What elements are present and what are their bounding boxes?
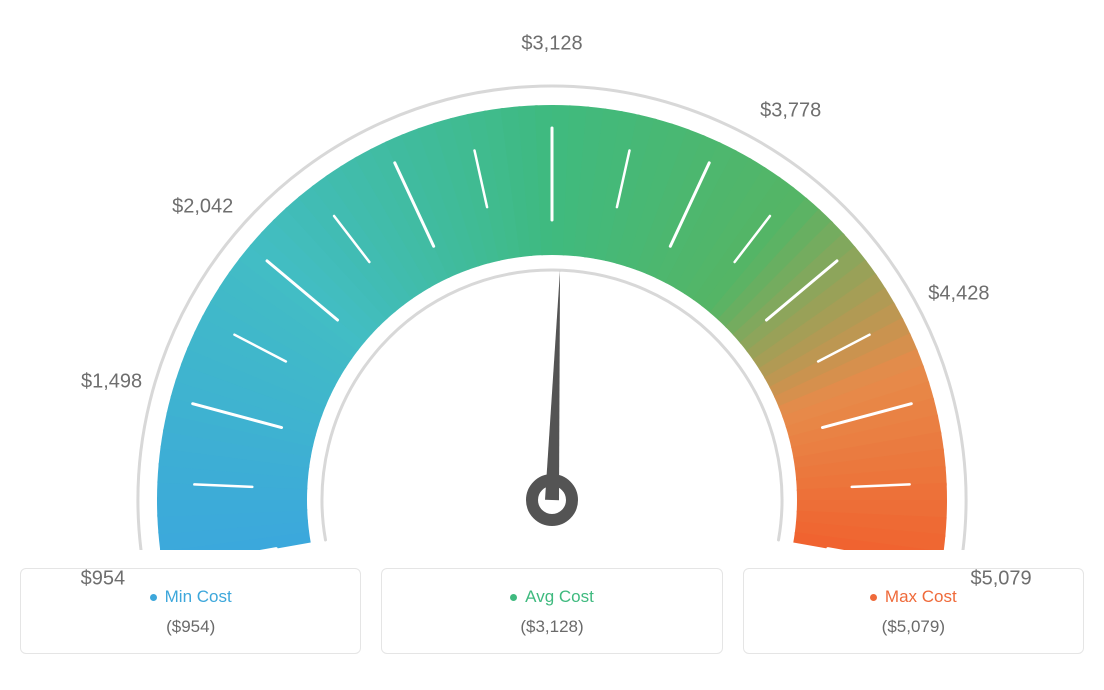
legend-max-label: Max Cost: [885, 587, 957, 607]
legend-avg-label: Avg Cost: [525, 587, 594, 607]
legend-min-label: Min Cost: [165, 587, 232, 607]
legend-avg-value: ($3,128): [392, 617, 711, 637]
legend-row: Min Cost ($954) Avg Cost ($3,128) Max Co…: [20, 568, 1084, 654]
gauge-tick-label: $3,128: [521, 33, 582, 56]
legend-min-card: Min Cost ($954): [20, 568, 361, 654]
gauge-tick-label: $3,778: [760, 100, 821, 123]
gauge-tick-label: $2,042: [172, 195, 233, 218]
legend-min-value: ($954): [31, 617, 350, 637]
gauge-tick-label: $5,079: [970, 568, 1031, 591]
gauge-tick-label: $1,498: [81, 370, 142, 393]
legend-min-dot: [150, 594, 157, 601]
gauge-tick-label: $954: [81, 568, 126, 591]
legend-avg-card: Avg Cost ($3,128): [381, 568, 722, 654]
cost-gauge-chart: $954 $1,498 $2,042 $3,128 $3,778 $4,428 $5,079…: [20, 30, 1084, 654]
gauge-tick-label: $4,428: [928, 283, 989, 306]
legend-max-dot: [870, 594, 877, 601]
legend-avg-dot: [510, 594, 517, 601]
gauge-dial: $954$1,498$2,042$3,128$3,778$4,428$5,079: [20, 30, 1084, 550]
legend-max-value: ($5,079): [754, 617, 1073, 637]
legend-max-card: Max Cost ($5,079): [743, 568, 1084, 654]
